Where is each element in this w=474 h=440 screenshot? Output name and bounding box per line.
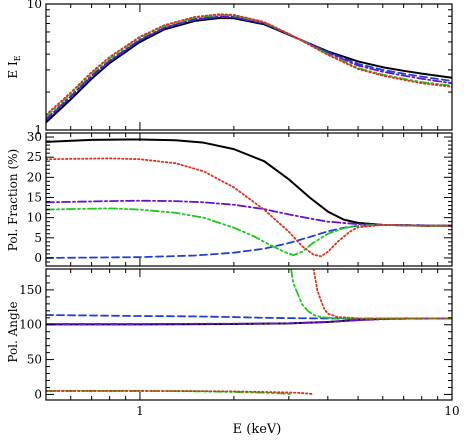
y-axis-label-intensity-subscript: E xyxy=(13,55,22,61)
series-lines xyxy=(46,138,452,259)
y-axis-label-intensity: E IE xyxy=(6,55,22,78)
y-ticks: 0 5 10 15 20 25 30 xyxy=(27,130,452,267)
series-line-2-1 xyxy=(46,317,452,325)
x-axis-label: E (keV) xyxy=(233,422,282,437)
series-line-2-3 xyxy=(290,269,452,320)
series-line-1-2 xyxy=(46,199,452,227)
polarization-angle-panel: 0 50 100 150 1 10 xyxy=(19,268,460,418)
y-axis-label-pol-angle: Pol. Angle xyxy=(6,301,20,362)
plot-frame xyxy=(45,3,453,131)
y-axis-label-intensity-main: E I xyxy=(6,61,20,79)
y-ticks: 0 50 100 150 xyxy=(19,275,452,401)
y-tick-label: 5 xyxy=(34,231,42,245)
series-line-2-5 xyxy=(46,390,292,395)
x-ticks xyxy=(70,269,453,400)
series-line-1-3 xyxy=(46,207,452,257)
series-line-2-4 xyxy=(312,269,452,320)
y-tick-label: 10 xyxy=(27,211,42,225)
plot-frame xyxy=(45,268,453,401)
y-tick-label: 25 xyxy=(27,150,42,164)
y-tick-label: 150 xyxy=(19,283,42,297)
x-ticks xyxy=(70,4,453,130)
series-line-0-2 xyxy=(46,15,452,121)
series-lines xyxy=(46,269,452,396)
series-line-0-4 xyxy=(46,13,452,116)
y-tick-label: 20 xyxy=(27,170,42,184)
y-tick-label: 1 xyxy=(34,123,42,137)
x-tick-label: 1 xyxy=(136,404,144,418)
y-tick-label: 0 xyxy=(34,387,42,401)
series-line-2-6 xyxy=(46,390,315,396)
series-line-1-4 xyxy=(46,157,452,258)
y-axis-label-pol-fraction: Pol. Fraction (%) xyxy=(6,149,20,251)
polarization-fraction-panel: 0 5 10 15 20 25 30 xyxy=(27,130,453,267)
series-lines xyxy=(46,13,452,124)
y-tick-label: 15 xyxy=(27,190,42,204)
y-tick-label: 30 xyxy=(27,130,42,144)
intensity-panel: 1 10 xyxy=(27,0,453,137)
y-tick-label: 50 xyxy=(27,353,42,367)
series-line-1-0 xyxy=(46,138,452,227)
y-tick-label: 10 xyxy=(27,0,42,11)
series-line-1-1 xyxy=(46,223,452,259)
y-tick-label: 100 xyxy=(19,318,42,332)
x-tick-label: 10 xyxy=(444,404,459,418)
plot-frame xyxy=(45,132,453,267)
y-ticks: 1 10 xyxy=(27,0,452,137)
y-tick-label: 0 xyxy=(34,251,42,265)
x-ticks xyxy=(70,133,453,266)
series-line-0-0 xyxy=(46,16,452,124)
